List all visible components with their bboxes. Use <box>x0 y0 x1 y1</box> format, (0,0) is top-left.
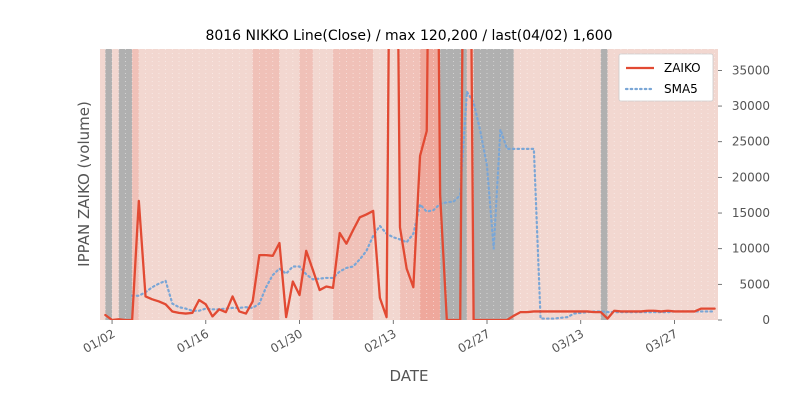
y-tick-label: 20000 <box>732 170 770 184</box>
shading-band <box>118 49 133 320</box>
shading-band <box>466 49 474 320</box>
shading-band <box>333 49 374 320</box>
y-tick-label: 30000 <box>732 99 770 113</box>
series-layer <box>104 49 716 320</box>
y-axis-label: IPPAN ZAIKO (volume) <box>75 101 93 267</box>
shading-band <box>100 49 106 320</box>
chart-title: 8016 NIKKO Line(Close) / max 120,200 / l… <box>205 28 612 44</box>
shading-band <box>132 49 139 320</box>
x-tick-label: 01/30 <box>268 326 305 355</box>
x-axis: 01/02 01/16 01/30 02/13 02/27 03/13 03/27 <box>81 320 680 356</box>
background-shading <box>100 49 718 320</box>
legend-label-sma5: SMA5 <box>664 82 698 96</box>
x-tick-label: 02/27 <box>456 326 493 355</box>
x-tick-label: 02/13 <box>362 326 399 355</box>
shading-band <box>279 49 300 320</box>
shading-band <box>312 49 334 320</box>
shading-band <box>513 49 601 320</box>
y-tick-label: 5000 <box>739 277 770 291</box>
x-tick-label: 01/02 <box>81 326 118 355</box>
x-axis-label: DATE <box>389 367 428 385</box>
shading-band <box>299 49 313 320</box>
y-tick-label: 35000 <box>732 63 770 77</box>
shading-band <box>420 49 441 320</box>
y-axis: 0 5000 10000 15000 20000 25000 30000 35000 <box>718 63 770 327</box>
x-tick-label: 03/13 <box>549 326 586 355</box>
x-tick-label: 01/16 <box>174 326 211 355</box>
shading-band <box>600 49 608 320</box>
y-tick-label: 25000 <box>732 135 770 149</box>
shading-band <box>138 49 253 320</box>
plot-area <box>100 49 718 320</box>
y-tick-label: 15000 <box>732 206 770 220</box>
shading-band <box>473 49 514 320</box>
y-tick-label: 0 <box>762 313 770 327</box>
x-tick-label: 03/27 <box>643 326 680 355</box>
y-tick-label: 10000 <box>732 242 770 256</box>
legend: ZAIKO SMA5 <box>618 53 714 102</box>
series-line-zaiko <box>104 49 716 320</box>
shading-band <box>112 49 119 320</box>
legend-label-zaiko: ZAIKO <box>664 61 701 75</box>
shading-band <box>105 49 113 320</box>
